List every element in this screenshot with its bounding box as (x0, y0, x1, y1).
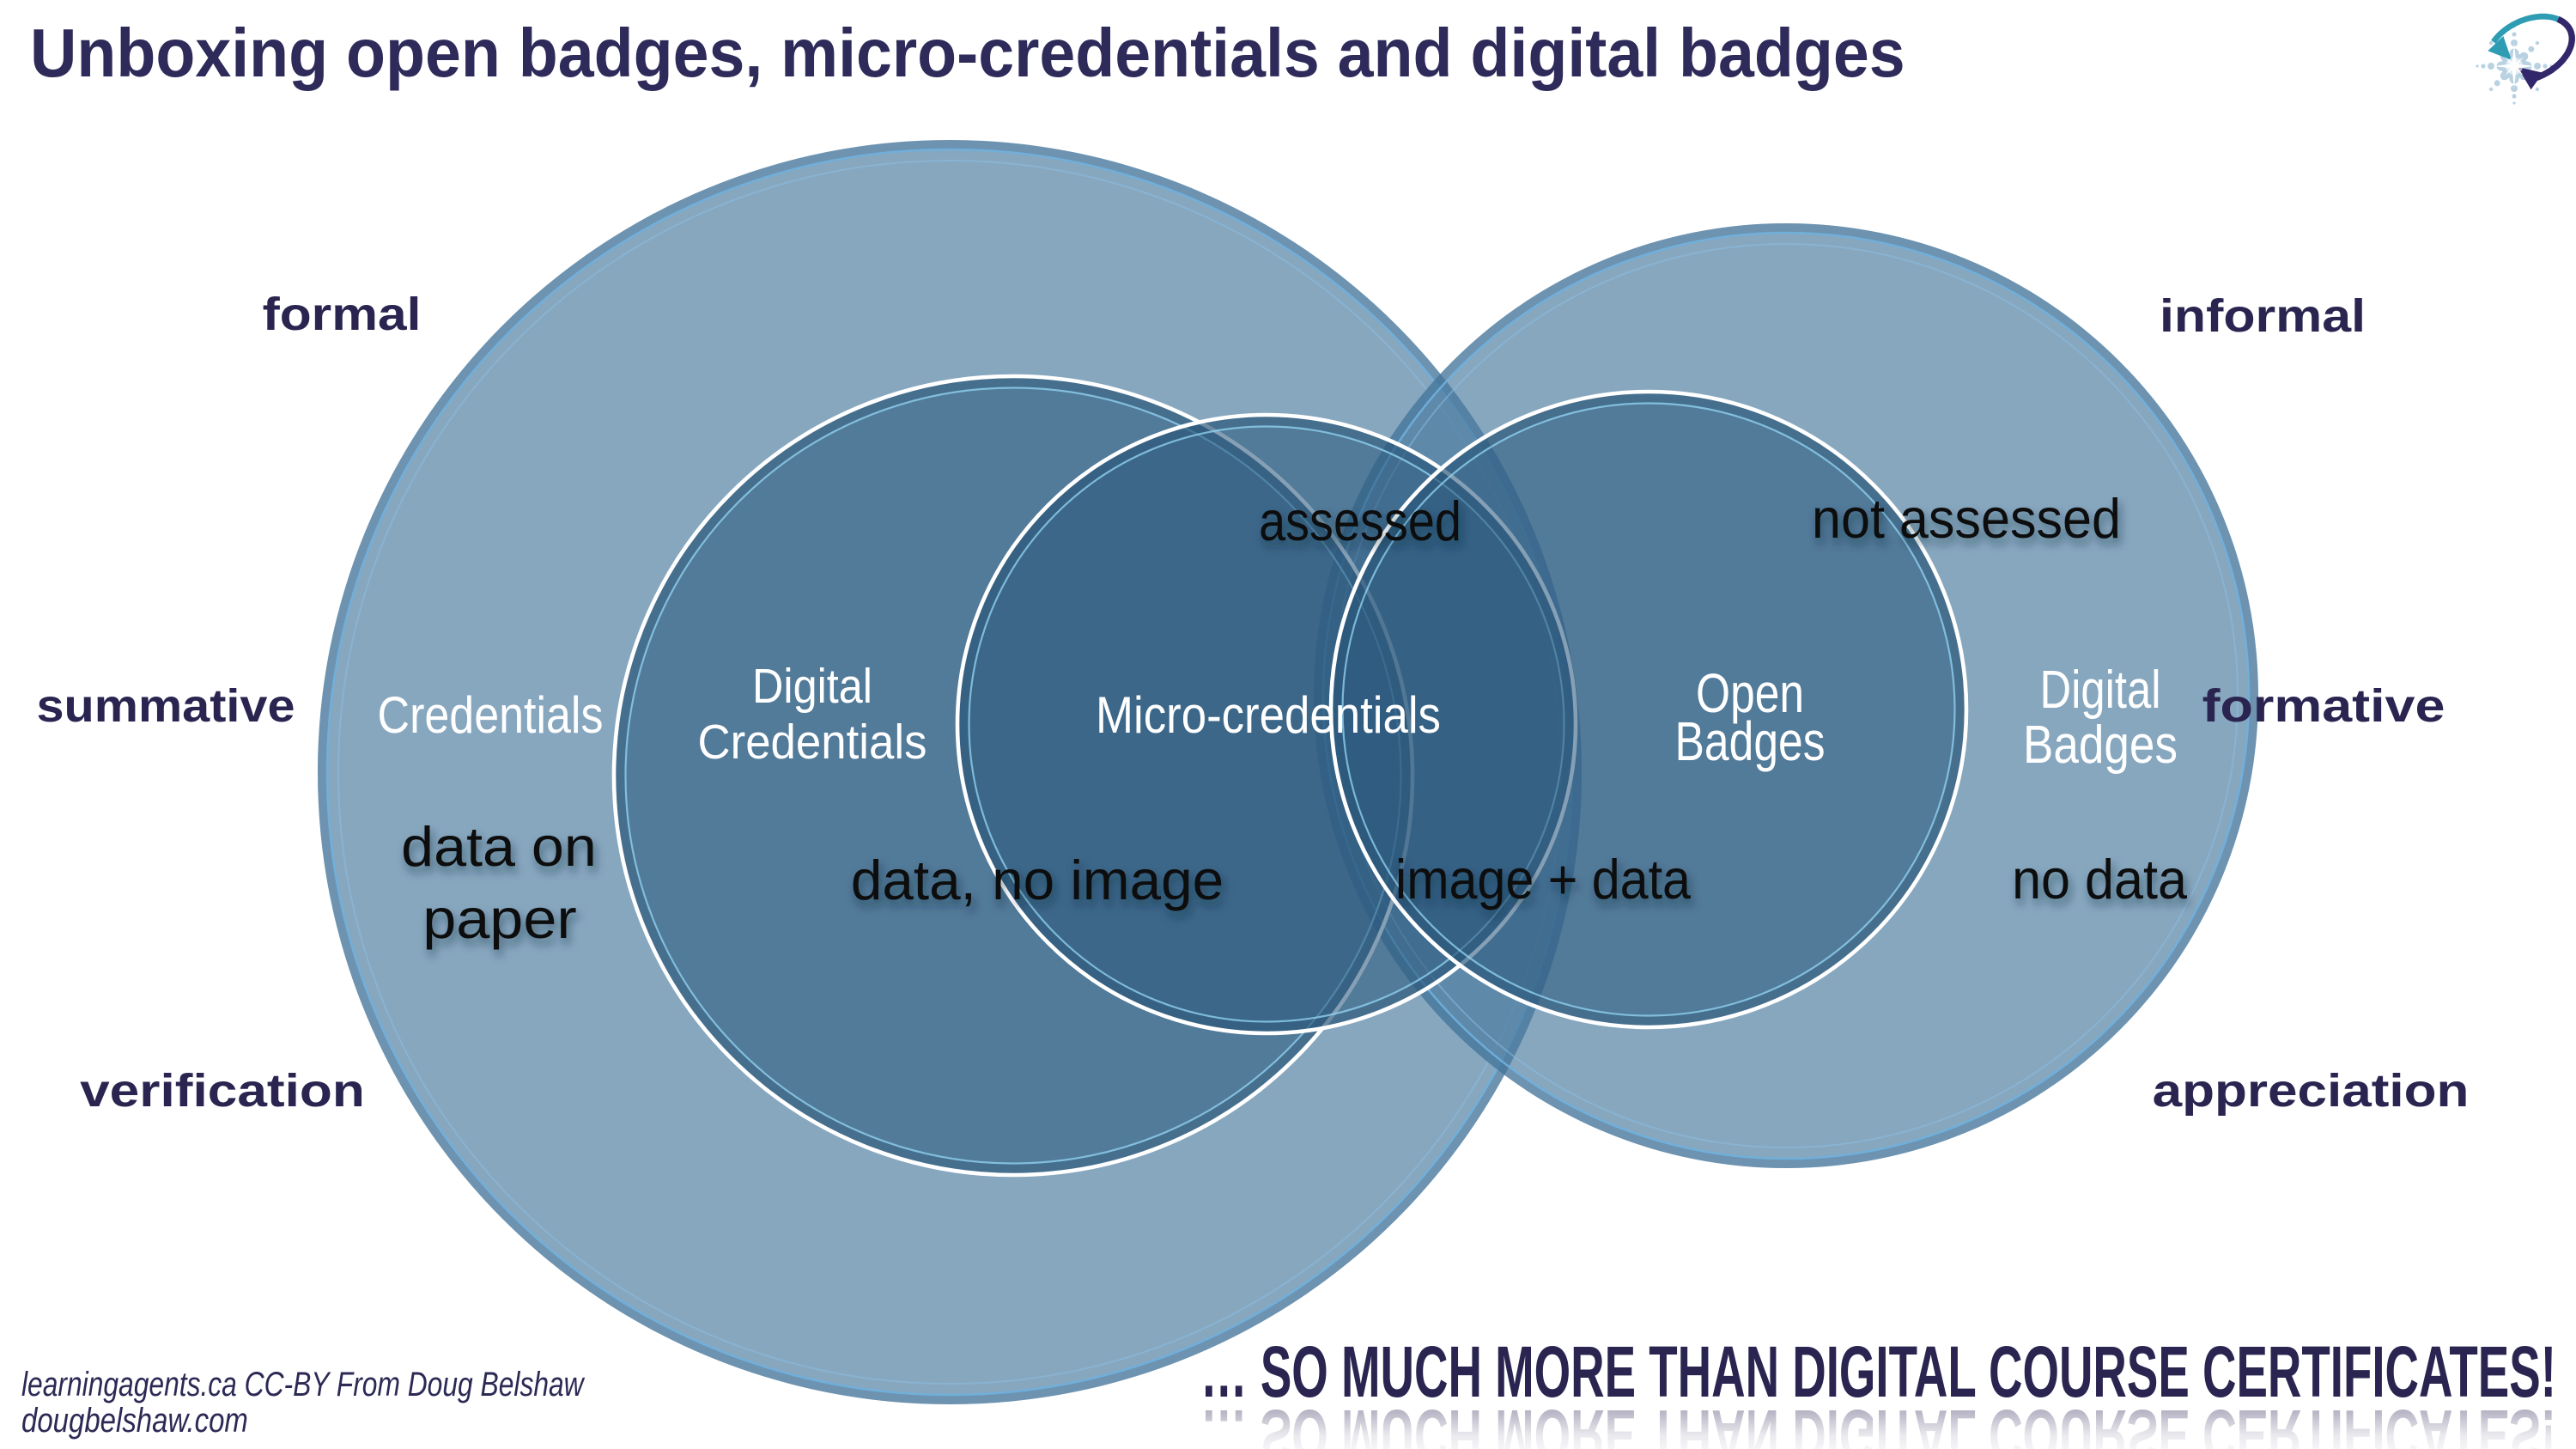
svg-text:Unboxing open badges, micro-cr: Unboxing open badges, micro-credentials … (30, 15, 1905, 92)
svg-text:Open: Open (1696, 663, 1804, 725)
svg-text:not assessed: not assessed (1812, 488, 2121, 550)
svg-text:formal: formal (263, 289, 422, 340)
svg-text:data on: data on (401, 816, 597, 878)
svg-text:paper: paper (422, 888, 576, 950)
svg-text:formative: formative (2202, 680, 2445, 732)
svg-text:data, no image: data, no image (851, 849, 1224, 911)
svg-text:Micro-credentials: Micro-credentials (1096, 686, 1441, 744)
svg-text:assessed: assessed (1259, 490, 1461, 552)
svg-text:Digital: Digital (2040, 661, 2161, 720)
svg-text:Badges: Badges (1675, 711, 1826, 773)
svg-text:no data: no data (2012, 849, 2188, 910)
svg-text:dougbelshaw.com: dougbelshaw.com (21, 1401, 248, 1440)
svg-text:Credentials: Credentials (698, 714, 927, 769)
svg-text:informal: informal (2160, 290, 2366, 342)
svg-text:image + data: image + data (1395, 849, 1691, 911)
svg-text:… SO MUCH MORE THAN DIGITAL CO: … SO MUCH MORE THAN DIGITAL COURSE CERTI… (1200, 1394, 2556, 1449)
svg-text:learningagents.ca CC-BY From D: learningagents.ca CC-BY From Doug Belsha… (21, 1364, 586, 1403)
svg-text:summative: summative (37, 679, 295, 732)
svg-text:appreciation: appreciation (2153, 1065, 2470, 1117)
svg-text:Badges: Badges (2023, 715, 2178, 775)
svg-text:… SO MUCH MORE THAN DIGITAL CO: … SO MUCH MORE THAN DIGITAL COURSE CERTI… (1200, 1332, 2556, 1413)
svg-text:Digital: Digital (752, 659, 872, 714)
svg-text:Credentials: Credentials (378, 685, 604, 743)
svg-text:verification: verification (80, 1065, 365, 1117)
